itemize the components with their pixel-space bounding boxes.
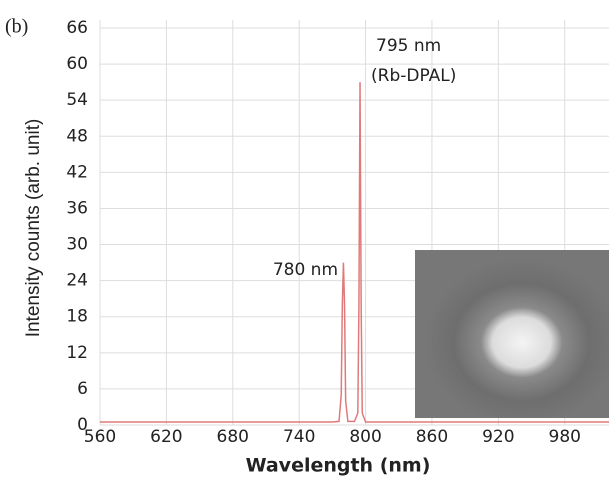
y-tick-label: 24 bbox=[66, 271, 88, 291]
y-tick-label: 36 bbox=[66, 198, 88, 218]
y-tick-label: 66 bbox=[66, 18, 88, 38]
y-tick-label: 12 bbox=[66, 343, 88, 363]
x-tick-label: 980 bbox=[549, 427, 581, 447]
y-axis-label: Intensity counts (arb. unit) bbox=[23, 119, 44, 338]
annotation: 780 nm bbox=[273, 260, 338, 280]
y-tick-label: 60 bbox=[66, 54, 88, 74]
x-tick-label: 620 bbox=[150, 427, 182, 447]
y-tick-label: 48 bbox=[66, 126, 88, 146]
x-axis-label: Wavelength (nm) bbox=[246, 455, 431, 477]
x-tick-label: 860 bbox=[416, 427, 448, 447]
x-tick-label: 680 bbox=[217, 427, 249, 447]
x-tick-label: 800 bbox=[349, 427, 381, 447]
chart: (b) Wavelength (nm) Intensity counts (ar… bbox=[0, 0, 609, 477]
y-tick-label: 18 bbox=[66, 307, 88, 327]
y-tick-label: 54 bbox=[66, 90, 88, 110]
annotation: (Rb-DPAL) bbox=[371, 66, 456, 86]
panel-label: (b) bbox=[5, 16, 28, 38]
y-tick-label: 42 bbox=[66, 162, 88, 182]
x-tick-label: 740 bbox=[283, 427, 315, 447]
x-tick-label: 560 bbox=[84, 427, 116, 447]
annotation: 795 nm bbox=[376, 36, 441, 56]
y-tick-label: 6 bbox=[77, 379, 88, 399]
y-tick-label: 30 bbox=[66, 235, 88, 255]
inset-image bbox=[415, 250, 609, 418]
x-tick-label: 920 bbox=[482, 427, 514, 447]
